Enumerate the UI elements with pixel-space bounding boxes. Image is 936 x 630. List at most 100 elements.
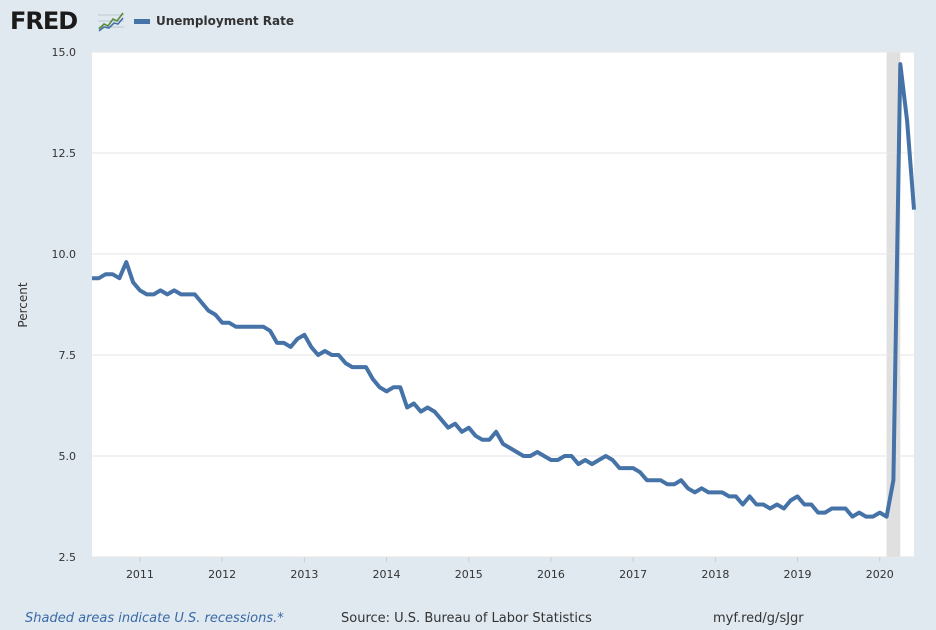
data-point-2012-11[interactable] <box>289 345 292 348</box>
data-point-2019-02[interactable] <box>803 503 806 506</box>
data-point-2016-10[interactable] <box>611 459 614 462</box>
data-point-2017-10[interactable] <box>693 491 696 494</box>
data-point-2011-10[interactable] <box>200 301 203 304</box>
data-point-2016-06[interactable] <box>584 459 587 462</box>
data-point-2013-02[interactable] <box>310 345 313 348</box>
data-point-2011-08[interactable] <box>186 293 189 296</box>
data-point-2013-01[interactable] <box>303 333 306 336</box>
data-point-2015-09[interactable] <box>522 455 525 458</box>
data-point-2018-10[interactable] <box>776 503 779 506</box>
short-link[interactable]: myf.red/g/sJgr <box>713 611 804 626</box>
data-point-2015-04[interactable] <box>488 438 491 441</box>
data-point-2013-03[interactable] <box>317 354 320 357</box>
data-point-2015-03[interactable] <box>481 438 484 441</box>
chart-legend[interactable]: Unemployment Rate <box>134 12 294 30</box>
data-point-2011-02[interactable] <box>145 293 148 296</box>
data-point-2015-11[interactable] <box>536 451 539 454</box>
data-point-2013-10[interactable] <box>365 366 368 369</box>
recession-note[interactable]: Shaded areas indicate U.S. recessions.* <box>25 611 284 626</box>
data-point-2015-07[interactable] <box>508 446 511 449</box>
data-point-2018-09[interactable] <box>769 507 772 510</box>
data-point-2012-06[interactable] <box>255 325 258 328</box>
data-point-2020-02[interactable] <box>885 515 888 518</box>
data-point-2013-09[interactable] <box>358 366 361 369</box>
data-point-2012-05[interactable] <box>248 325 251 328</box>
data-point-2014-06[interactable] <box>419 410 422 413</box>
data-point-2012-08[interactable] <box>269 329 272 332</box>
data-point-2016-02[interactable] <box>556 459 559 462</box>
data-point-2018-05[interactable] <box>741 503 744 506</box>
fred-logo[interactable]: FRED <box>10 7 78 35</box>
data-point-2019-01[interactable] <box>796 495 799 498</box>
data-point-2016-11[interactable] <box>618 467 621 470</box>
data-point-2018-11[interactable] <box>782 507 785 510</box>
data-point-2020-03[interactable] <box>892 479 895 482</box>
data-point-2019-04[interactable] <box>817 511 820 514</box>
data-point-2011-04[interactable] <box>159 289 162 292</box>
data-point-2015-12[interactable] <box>543 455 546 458</box>
data-point-2011-05[interactable] <box>166 293 169 296</box>
data-point-2013-06[interactable] <box>337 354 340 357</box>
data-point-2019-10[interactable] <box>858 511 861 514</box>
data-point-2018-08[interactable] <box>762 503 765 506</box>
data-point-2011-07[interactable] <box>180 293 183 296</box>
data-point-2019-03[interactable] <box>810 503 813 506</box>
data-point-2010-10[interactable] <box>118 277 121 280</box>
data-point-2017-11[interactable] <box>700 487 703 490</box>
data-point-2014-11[interactable] <box>454 422 457 425</box>
data-point-2010-06[interactable] <box>91 277 94 280</box>
data-point-2014-01[interactable] <box>385 390 388 393</box>
data-point-2015-10[interactable] <box>529 455 532 458</box>
data-point-2014-02[interactable] <box>392 386 395 389</box>
data-point-2011-03[interactable] <box>152 293 155 296</box>
data-point-2016-08[interactable] <box>597 459 600 462</box>
data-point-2020-04[interactable] <box>899 63 902 66</box>
data-point-2016-01[interactable] <box>550 459 553 462</box>
data-point-2019-07[interactable] <box>837 507 840 510</box>
data-point-2018-01[interactable] <box>714 491 717 494</box>
data-point-2015-08[interactable] <box>515 451 518 454</box>
data-point-2017-04[interactable] <box>652 479 655 482</box>
data-point-2018-06[interactable] <box>748 495 751 498</box>
data-point-2011-01[interactable] <box>138 289 141 292</box>
data-point-2016-04[interactable] <box>570 455 573 458</box>
data-point-2017-03[interactable] <box>645 479 648 482</box>
data-point-2017-01[interactable] <box>632 467 635 470</box>
data-point-2014-09[interactable] <box>440 418 443 421</box>
data-point-2018-07[interactable] <box>755 503 758 506</box>
series-line-unemployment-rate[interactable] <box>92 62 916 519</box>
data-point-2019-09[interactable] <box>851 515 854 518</box>
data-point-2018-02[interactable] <box>721 491 724 494</box>
data-point-2011-09[interactable] <box>193 293 196 296</box>
data-point-2017-12[interactable] <box>707 491 710 494</box>
data-point-2013-07[interactable] <box>344 362 347 365</box>
data-point-2016-12[interactable] <box>625 467 628 470</box>
data-point-2012-07[interactable] <box>262 325 265 328</box>
data-point-2013-11[interactable] <box>371 378 374 381</box>
data-point-2020-05[interactable] <box>906 119 909 122</box>
data-point-2017-05[interactable] <box>659 479 662 482</box>
data-point-2017-09[interactable] <box>686 487 689 490</box>
data-point-2010-09[interactable] <box>111 273 114 276</box>
data-point-2019-05[interactable] <box>824 511 827 514</box>
data-point-2012-09[interactable] <box>276 341 279 344</box>
data-point-2017-08[interactable] <box>680 479 683 482</box>
data-point-2013-12[interactable] <box>378 386 381 389</box>
data-point-2017-02[interactable] <box>639 471 642 474</box>
data-point-2010-11[interactable] <box>125 261 128 264</box>
data-point-2010-12[interactable] <box>132 281 135 284</box>
data-point-2015-06[interactable] <box>502 442 505 445</box>
data-point-2019-06[interactable] <box>830 507 833 510</box>
data-point-2018-03[interactable] <box>728 495 731 498</box>
data-point-2014-03[interactable] <box>399 386 402 389</box>
data-point-2020-01[interactable] <box>878 511 881 514</box>
data-point-2016-07[interactable] <box>591 463 594 466</box>
data-point-2012-01[interactable] <box>221 321 224 324</box>
data-point-2013-05[interactable] <box>330 354 333 357</box>
data-point-2014-10[interactable] <box>447 426 450 429</box>
data-point-2020-06[interactable] <box>913 208 916 211</box>
data-point-2016-03[interactable] <box>563 455 566 458</box>
data-point-2010-08[interactable] <box>104 273 107 276</box>
data-point-2019-11[interactable] <box>865 515 868 518</box>
data-point-2011-11[interactable] <box>207 309 210 312</box>
